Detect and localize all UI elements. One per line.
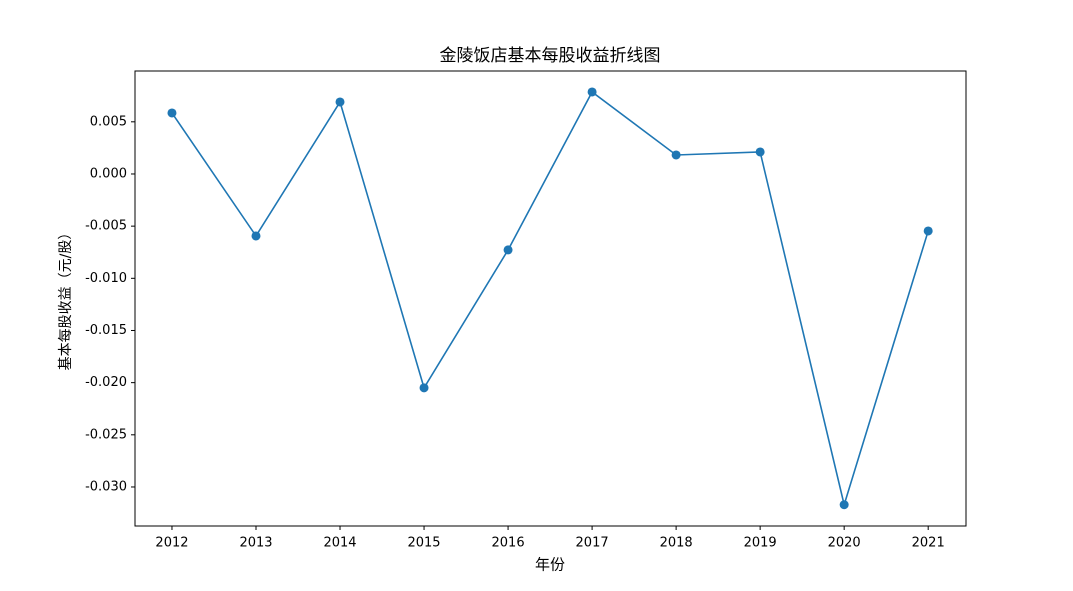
y-tick-label: -0.005 — [85, 219, 127, 234]
line — [171, 90, 929, 508]
x-tick-label: 2013 — [239, 536, 272, 551]
point — [335, 97, 345, 107]
x-tick-label: 2018 — [660, 536, 693, 551]
point — [587, 87, 597, 97]
y-axis-label: 基本每股收益（元/股） — [57, 226, 74, 371]
point — [923, 226, 933, 236]
point — [503, 245, 513, 255]
y-tick-label: -0.015 — [85, 323, 127, 338]
point — [419, 383, 429, 393]
y-tick-label: 0.005 — [90, 114, 127, 129]
x-tick-label: 2014 — [323, 536, 356, 551]
x-tick-label: 2017 — [576, 536, 609, 551]
point — [839, 500, 849, 510]
y-tick-label: -0.025 — [85, 427, 127, 442]
point — [671, 150, 681, 160]
point — [755, 147, 765, 157]
x-tick-label: 2015 — [407, 536, 440, 551]
x-tick-label: 2021 — [912, 536, 945, 551]
x-tick-label: 2012 — [155, 536, 188, 551]
y-tick-label: -0.030 — [85, 479, 127, 494]
x-axis-label: 年份 — [535, 556, 565, 574]
x-tick-label: 2020 — [828, 536, 861, 551]
x-tick-label: 2016 — [492, 536, 525, 551]
chart-title: 金陵饭店基本每股收益折线图 — [440, 46, 661, 66]
point — [251, 231, 261, 241]
plot-frame — [134, 70, 967, 527]
x-tick-label: 2019 — [744, 536, 777, 551]
y-tick-label: -0.020 — [85, 375, 127, 390]
y-tick-label: 0.000 — [90, 166, 127, 181]
point — [167, 108, 177, 118]
y-tick-label: -0.010 — [85, 271, 127, 286]
